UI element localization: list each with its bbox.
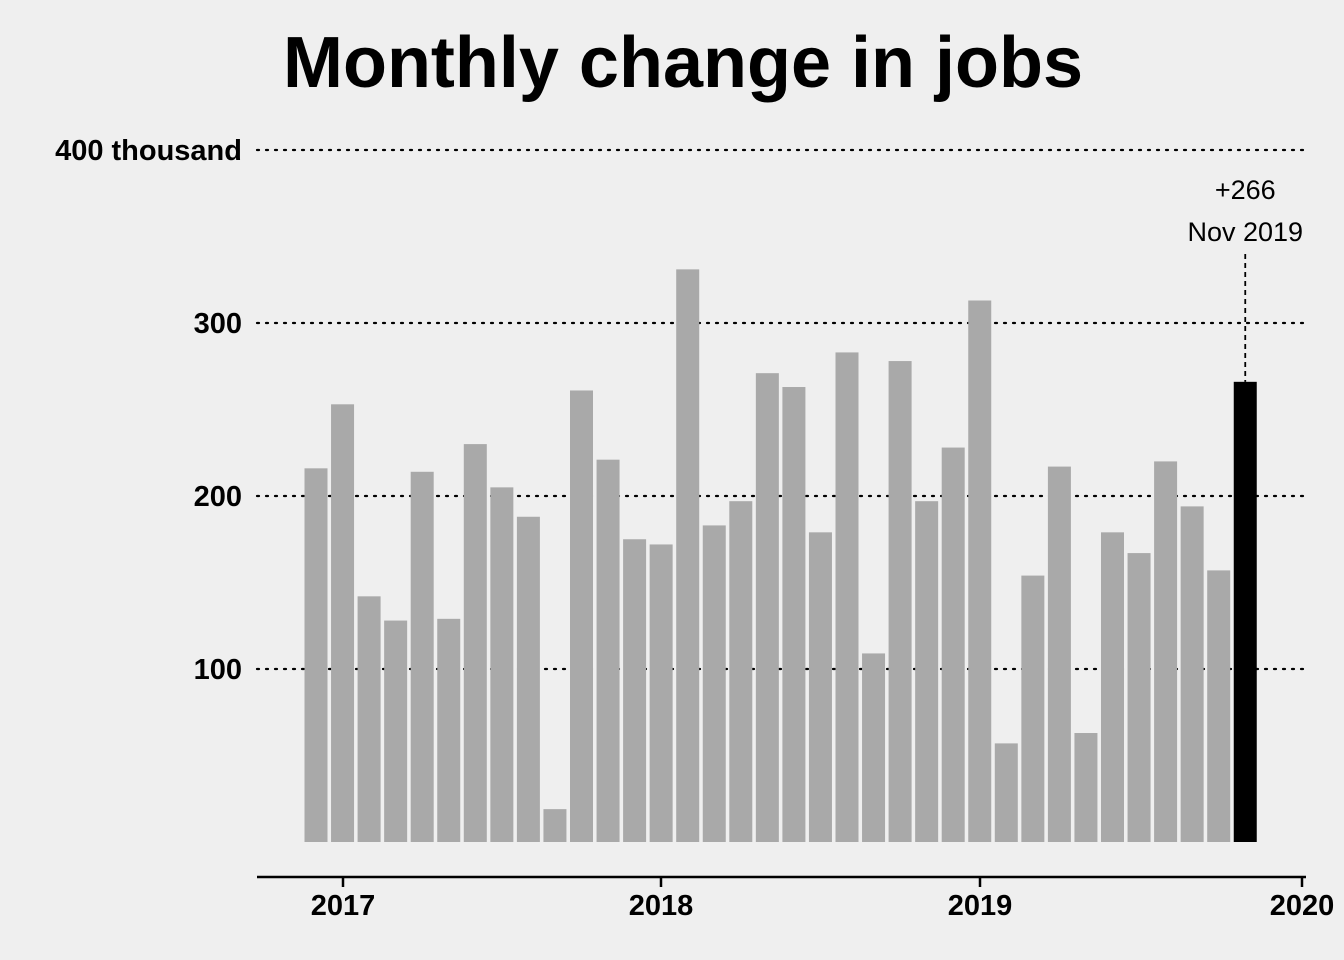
bar (543, 809, 567, 842)
bar (649, 544, 673, 842)
x-tick-label: 2018 (629, 890, 694, 922)
bar (1101, 532, 1124, 842)
bar (915, 501, 939, 842)
bar (1180, 506, 1204, 842)
bar (862, 653, 886, 842)
bar (755, 373, 779, 842)
bar (1233, 381, 1257, 842)
y-tick-label: 300 (194, 308, 242, 340)
chart-title: Monthly change in jobs (282, 23, 1083, 103)
bar (623, 539, 647, 842)
y-tick-label: 200 (194, 481, 242, 513)
bar (304, 468, 328, 842)
bar (968, 300, 992, 842)
y-tick-label: 400 thousand (55, 135, 242, 167)
bar (835, 352, 859, 842)
bar (808, 532, 832, 842)
bar (1074, 733, 1098, 842)
y-tick-label: 100 (194, 654, 242, 686)
bar (941, 447, 965, 842)
x-tick-label: 2020 (1270, 890, 1335, 922)
x-axis (257, 875, 1306, 887)
bar (570, 390, 593, 842)
bar (702, 525, 726, 842)
bar (384, 620, 408, 842)
highlight-annotation: +266 Nov 2019 (1187, 175, 1303, 382)
bar (729, 501, 753, 842)
bar (596, 459, 620, 842)
bars (304, 269, 1257, 842)
x-tick-label: 2017 (311, 890, 376, 922)
bar (516, 516, 540, 842)
bar (1127, 553, 1151, 842)
bar (782, 387, 806, 842)
bar (463, 444, 487, 842)
bar (357, 596, 381, 842)
highlight-date-label: Nov 2019 (1187, 217, 1303, 247)
bar (490, 487, 514, 842)
bar (1047, 466, 1071, 842)
bar (410, 471, 434, 842)
bar (1207, 570, 1231, 842)
bar (676, 269, 700, 842)
bar (437, 618, 461, 842)
y-axis-tick-labels: 100 200 300 400 thousand (55, 135, 242, 686)
highlight-value-label: +266 (1215, 175, 1276, 205)
x-axis-tick-labels: 2017 2018 2019 2020 (311, 890, 1335, 922)
bar (888, 361, 912, 842)
bar (1154, 461, 1178, 842)
bar (1021, 575, 1045, 842)
x-tick-label: 2019 (948, 890, 1013, 922)
bar (994, 743, 1018, 842)
bar (331, 404, 355, 842)
